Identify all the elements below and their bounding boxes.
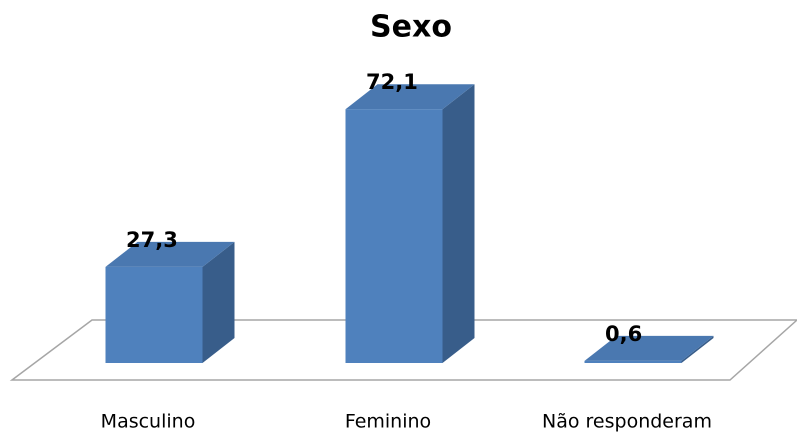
bar-top <box>345 84 475 110</box>
value-label: 72,1 <box>366 70 418 94</box>
x-tick-label: Masculino <box>101 411 196 433</box>
x-tick-label: Não responderam <box>542 411 712 433</box>
x-tick-label: Feminino <box>345 411 431 433</box>
bar-side <box>202 241 235 363</box>
chart-title: Sexo <box>370 10 452 45</box>
value-label: 27,3 <box>126 228 178 252</box>
bar-top <box>105 241 235 267</box>
bar-top <box>584 335 714 361</box>
value-label: 0,6 <box>605 322 642 346</box>
bar-side <box>681 335 714 363</box>
bar-side <box>442 84 475 363</box>
bar <box>584 360 682 363</box>
bar <box>345 109 443 363</box>
bar <box>105 266 203 363</box>
